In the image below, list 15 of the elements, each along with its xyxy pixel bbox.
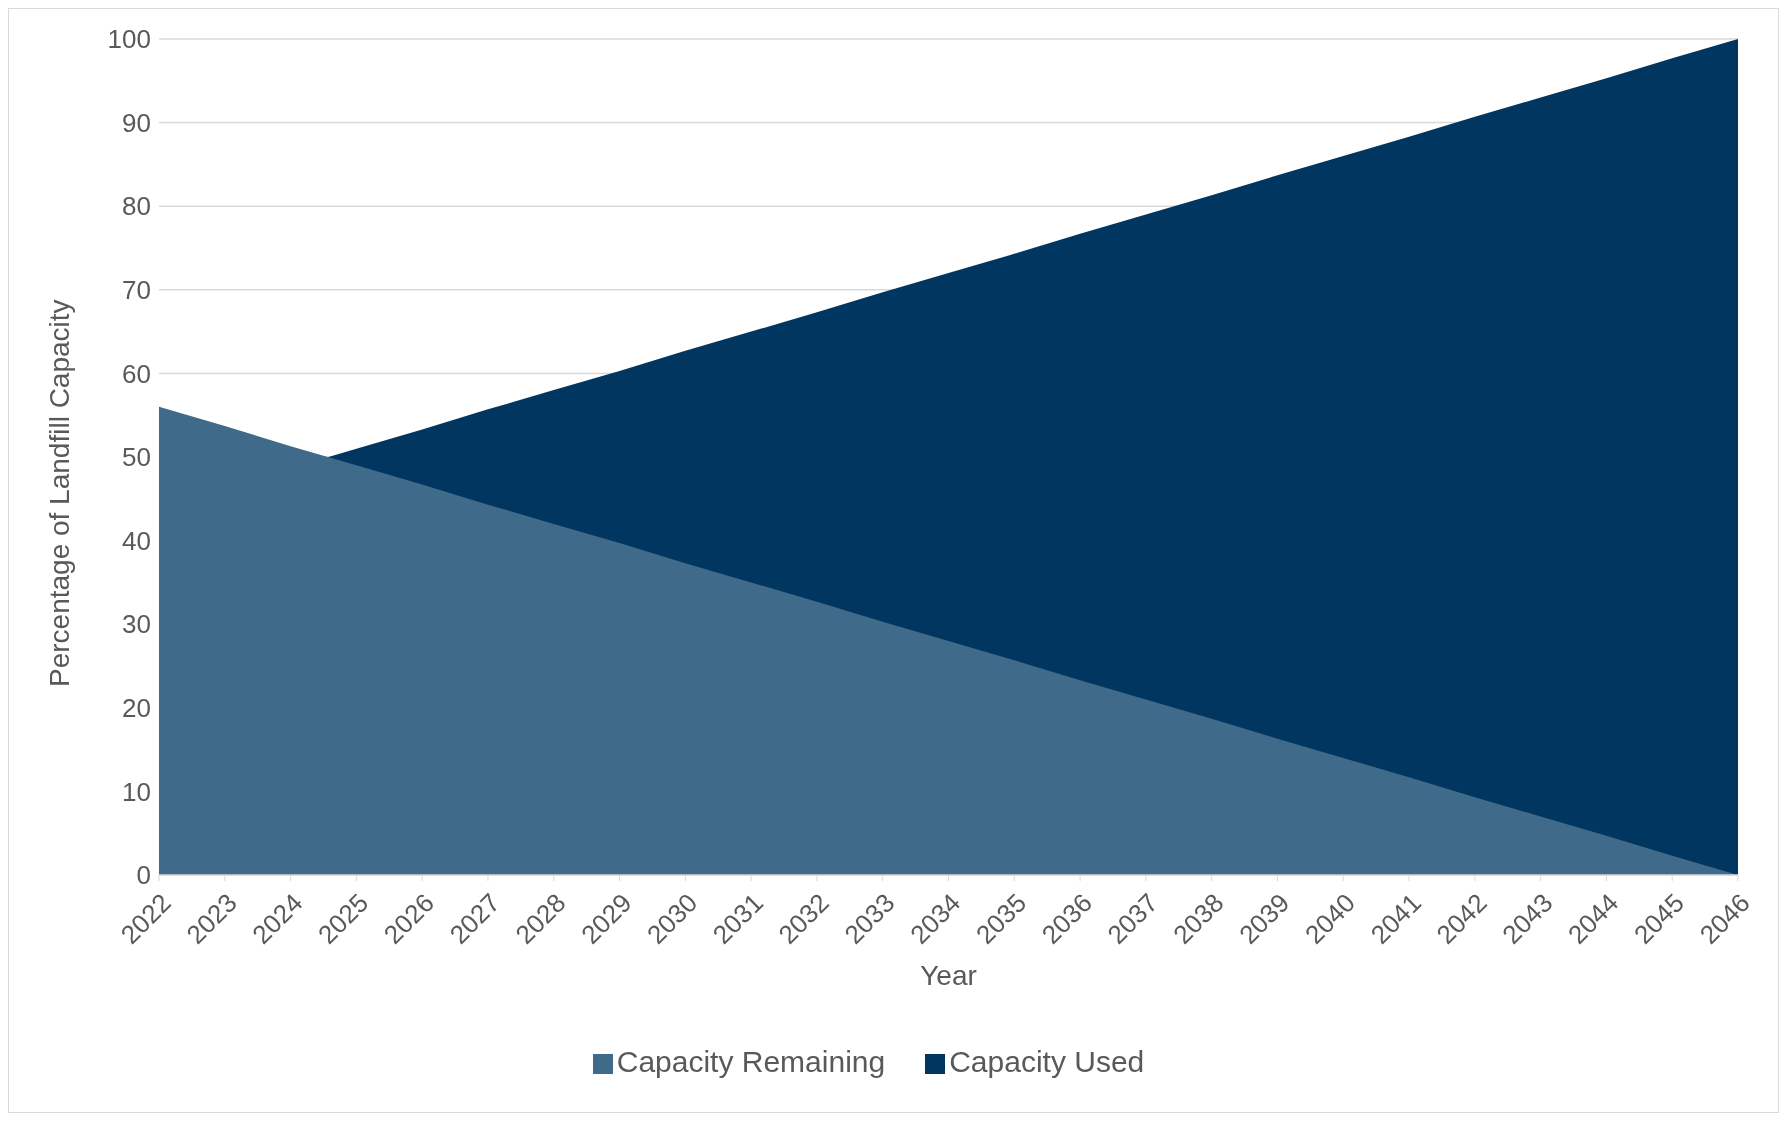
- y-tick-label: 80: [122, 191, 151, 222]
- y-tick-label: 10: [122, 776, 151, 807]
- y-tick-label: 30: [122, 609, 151, 640]
- x-axis-title: Year: [920, 960, 977, 991]
- y-tick-label: 60: [122, 358, 151, 389]
- y-tick-label: 0: [136, 860, 151, 891]
- legend-label: Capacity Remaining: [616, 1045, 886, 1078]
- y-tick-label: 20: [122, 693, 151, 724]
- y-tick-label: 90: [122, 107, 151, 138]
- legend-label: Capacity Used: [949, 1045, 1145, 1078]
- y-tick-label: 70: [122, 275, 151, 306]
- y-tick-label: 100: [107, 24, 151, 55]
- y-axis-title: Percentage of Landfill Capacity: [43, 299, 75, 687]
- y-tick-label: 50: [122, 442, 151, 473]
- y-tick-label: 40: [122, 525, 151, 556]
